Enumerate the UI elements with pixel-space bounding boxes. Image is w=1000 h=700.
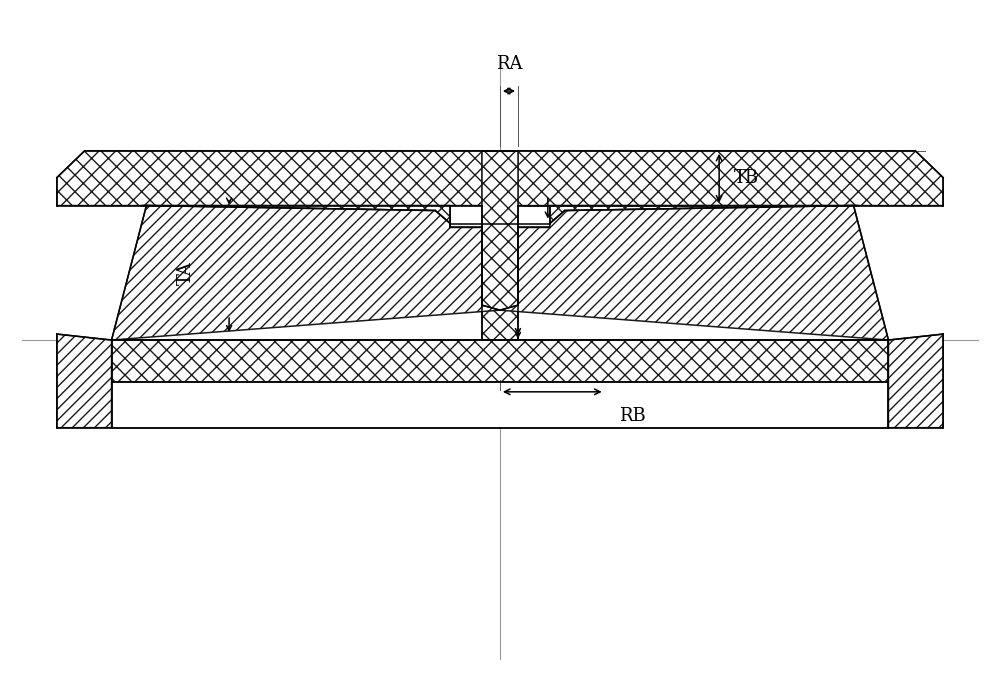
- Polygon shape: [141, 206, 450, 223]
- Polygon shape: [112, 206, 500, 340]
- Polygon shape: [57, 150, 482, 206]
- Text: TA: TA: [177, 261, 195, 285]
- Polygon shape: [482, 150, 518, 340]
- Text: RA: RA: [496, 55, 522, 73]
- Polygon shape: [518, 150, 943, 206]
- Polygon shape: [112, 382, 888, 428]
- Text: TB: TB: [734, 169, 759, 187]
- Polygon shape: [888, 334, 943, 428]
- Text: RB: RB: [619, 407, 645, 425]
- Polygon shape: [550, 206, 859, 223]
- Polygon shape: [500, 206, 888, 340]
- Polygon shape: [112, 340, 888, 382]
- Polygon shape: [57, 334, 112, 428]
